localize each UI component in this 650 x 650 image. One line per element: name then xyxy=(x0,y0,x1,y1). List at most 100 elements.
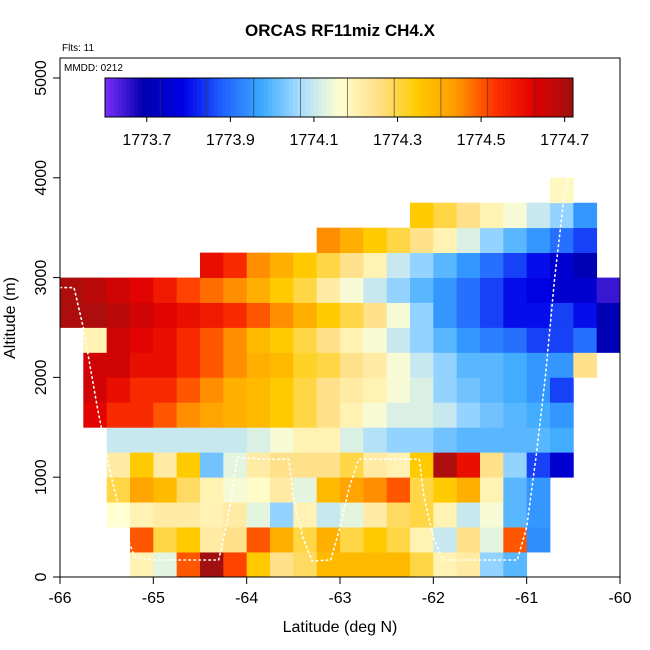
y-tick-label: 3000 xyxy=(33,260,50,296)
colorbar-segment xyxy=(447,78,453,117)
heatmap-cell-r5-c1 xyxy=(130,427,154,453)
heatmap-cell-r9-c9 xyxy=(293,327,318,353)
heatmap-cell-r14-c5 xyxy=(526,202,551,229)
colorbar-segment xyxy=(176,78,181,117)
chart-title: ORCAS RF11miz CH4.X xyxy=(245,21,436,40)
heatmap-cell-r8-c15 xyxy=(433,352,458,378)
heatmap-cell-r4-c16 xyxy=(480,452,504,478)
heatmap-cell-r11-c8 xyxy=(246,277,271,303)
heatmap-cell-r8-c12 xyxy=(363,352,388,378)
heatmap-cell-r14-c3 xyxy=(480,202,504,229)
heatmap-cell-r12-c12 xyxy=(480,252,504,278)
colorbar-tick-label: 1773.7 xyxy=(122,132,171,149)
heatmap-cell-r6-c3 xyxy=(153,402,178,428)
heatmap-cell-r7-c7 xyxy=(246,377,271,403)
heatmap-cell-r11-c11 xyxy=(316,277,341,303)
heatmap-cell-r4-c19 xyxy=(550,452,574,478)
heatmap-cell-r11-c6 xyxy=(200,277,224,303)
colorbar-segment xyxy=(138,78,144,117)
heatmap-cell-r6-c8 xyxy=(270,402,294,428)
heatmap-cell-r7-c0 xyxy=(83,377,108,403)
heatmap-cell-r9-c20 xyxy=(550,327,574,353)
heatmap-cell-r8-c6 xyxy=(223,352,248,378)
heatmap-cell-r10-c6 xyxy=(200,302,224,328)
heatmap-cell-r5-c10 xyxy=(340,427,364,453)
colorbar-segment xyxy=(163,78,169,117)
heatmap-cell-r2-c17 xyxy=(503,502,528,528)
colorbar-segment xyxy=(401,78,407,117)
colorbar-segment xyxy=(489,78,495,117)
heatmap-cell-r6-c2 xyxy=(130,402,154,428)
colorbar-segment xyxy=(339,78,344,117)
colorbar-segment xyxy=(464,78,470,117)
heatmap-cell-r1-c2 xyxy=(176,527,201,553)
heatmap-cell-r12-c7 xyxy=(363,252,388,278)
colorbar-segment xyxy=(280,78,286,117)
colorbar-segment xyxy=(230,78,236,117)
colorbar-tick-label: 1774.7 xyxy=(540,132,589,149)
heatmap-cell-r6-c9 xyxy=(293,402,318,428)
heatmap-cell-r14-c0 xyxy=(410,202,434,229)
heatmap-cell-r8-c19 xyxy=(526,352,551,378)
heatmap-cell-r9-c0 xyxy=(83,327,108,353)
heatmap-cell-r3-c7 xyxy=(270,477,294,503)
heatmap-cell-r1-c12 xyxy=(410,527,434,553)
heatmap-cell-r1-c16 xyxy=(503,527,528,553)
heatmap-cell-r7-c3 xyxy=(153,377,178,403)
colorbar-segment xyxy=(364,78,369,117)
heatmap-cell-r7-c5 xyxy=(200,377,224,403)
heatmap-cell-r5-c11 xyxy=(363,427,388,453)
heatmap-cell-r12-c4 xyxy=(293,252,318,278)
colorbar-segment xyxy=(255,78,261,117)
colorbar-segment xyxy=(259,78,265,117)
y-axis-label: Altitude (m) xyxy=(2,277,19,359)
heatmap-cell-r12-c11 xyxy=(456,252,481,278)
heatmap-cell-r4-c13 xyxy=(410,452,434,478)
heatmap-cell-r1-c11 xyxy=(386,527,411,553)
colorbar-segment xyxy=(397,78,403,117)
colorbar-tick-label: 1774.3 xyxy=(373,132,422,149)
heatmap-cell-r10-c3 xyxy=(130,302,154,328)
colorbar-segment xyxy=(238,78,244,117)
colorbar-segment xyxy=(560,78,566,117)
heatmap-cell-r12-c8 xyxy=(386,252,411,278)
colorbar-segment xyxy=(263,78,269,117)
heatmap-cell-r4-c4 xyxy=(200,452,224,478)
heatmap-cell-r6-c11 xyxy=(340,402,364,428)
colorbar-frame xyxy=(104,77,574,118)
heatmap-cell-r6-c16 xyxy=(456,402,481,428)
colorbar-segment xyxy=(247,78,252,117)
heatmap-cell-r14-c7 xyxy=(573,202,598,229)
heatmap-cell-r5-c12 xyxy=(386,427,411,453)
heatmap-cell-r10-c21 xyxy=(550,302,574,328)
heatmap-cell-r13-c11 xyxy=(573,227,598,254)
heatmap-cell-r0-c3 xyxy=(200,552,224,578)
colorbar-segment xyxy=(426,78,432,117)
heatmap-cell-r13-c8 xyxy=(503,227,528,254)
heatmap-cell-r7-c16 xyxy=(456,377,481,403)
colorbar-segment xyxy=(410,78,415,117)
y-tick-label: 4000 xyxy=(33,160,50,196)
heatmap-cell-r6-c14 xyxy=(410,402,434,428)
x-tick-label: -65 xyxy=(142,590,165,607)
colorbar-segment xyxy=(439,78,444,117)
heatmap-cell-r8-c21 xyxy=(573,352,598,378)
heatmap-cell-r0-c12 xyxy=(410,552,434,578)
heatmap-cell-r9-c6 xyxy=(223,327,248,353)
heatmap-cell-r0-c2 xyxy=(176,552,201,578)
colorbar-segment xyxy=(359,78,365,117)
heatmap-cell-r12-c15 xyxy=(550,252,574,278)
heatmap-cell-r5-c5 xyxy=(223,427,248,453)
heatmap-cell-r10-c20 xyxy=(526,302,551,328)
heatmap-cell-r2-c12 xyxy=(386,502,411,528)
colorbar-segment xyxy=(297,78,302,117)
heatmap-cell-r9-c15 xyxy=(433,327,458,353)
heatmap-cell-r3-c10 xyxy=(340,477,364,503)
heatmap-cell-r11-c13 xyxy=(363,277,388,303)
heatmap-cell-r3-c8 xyxy=(293,477,318,503)
colorbar-segment xyxy=(188,78,194,117)
colorbar-segment xyxy=(305,78,311,117)
colorbar-segment xyxy=(414,78,419,117)
colorbar-segment xyxy=(476,78,482,117)
colorbar-segment xyxy=(393,78,398,117)
